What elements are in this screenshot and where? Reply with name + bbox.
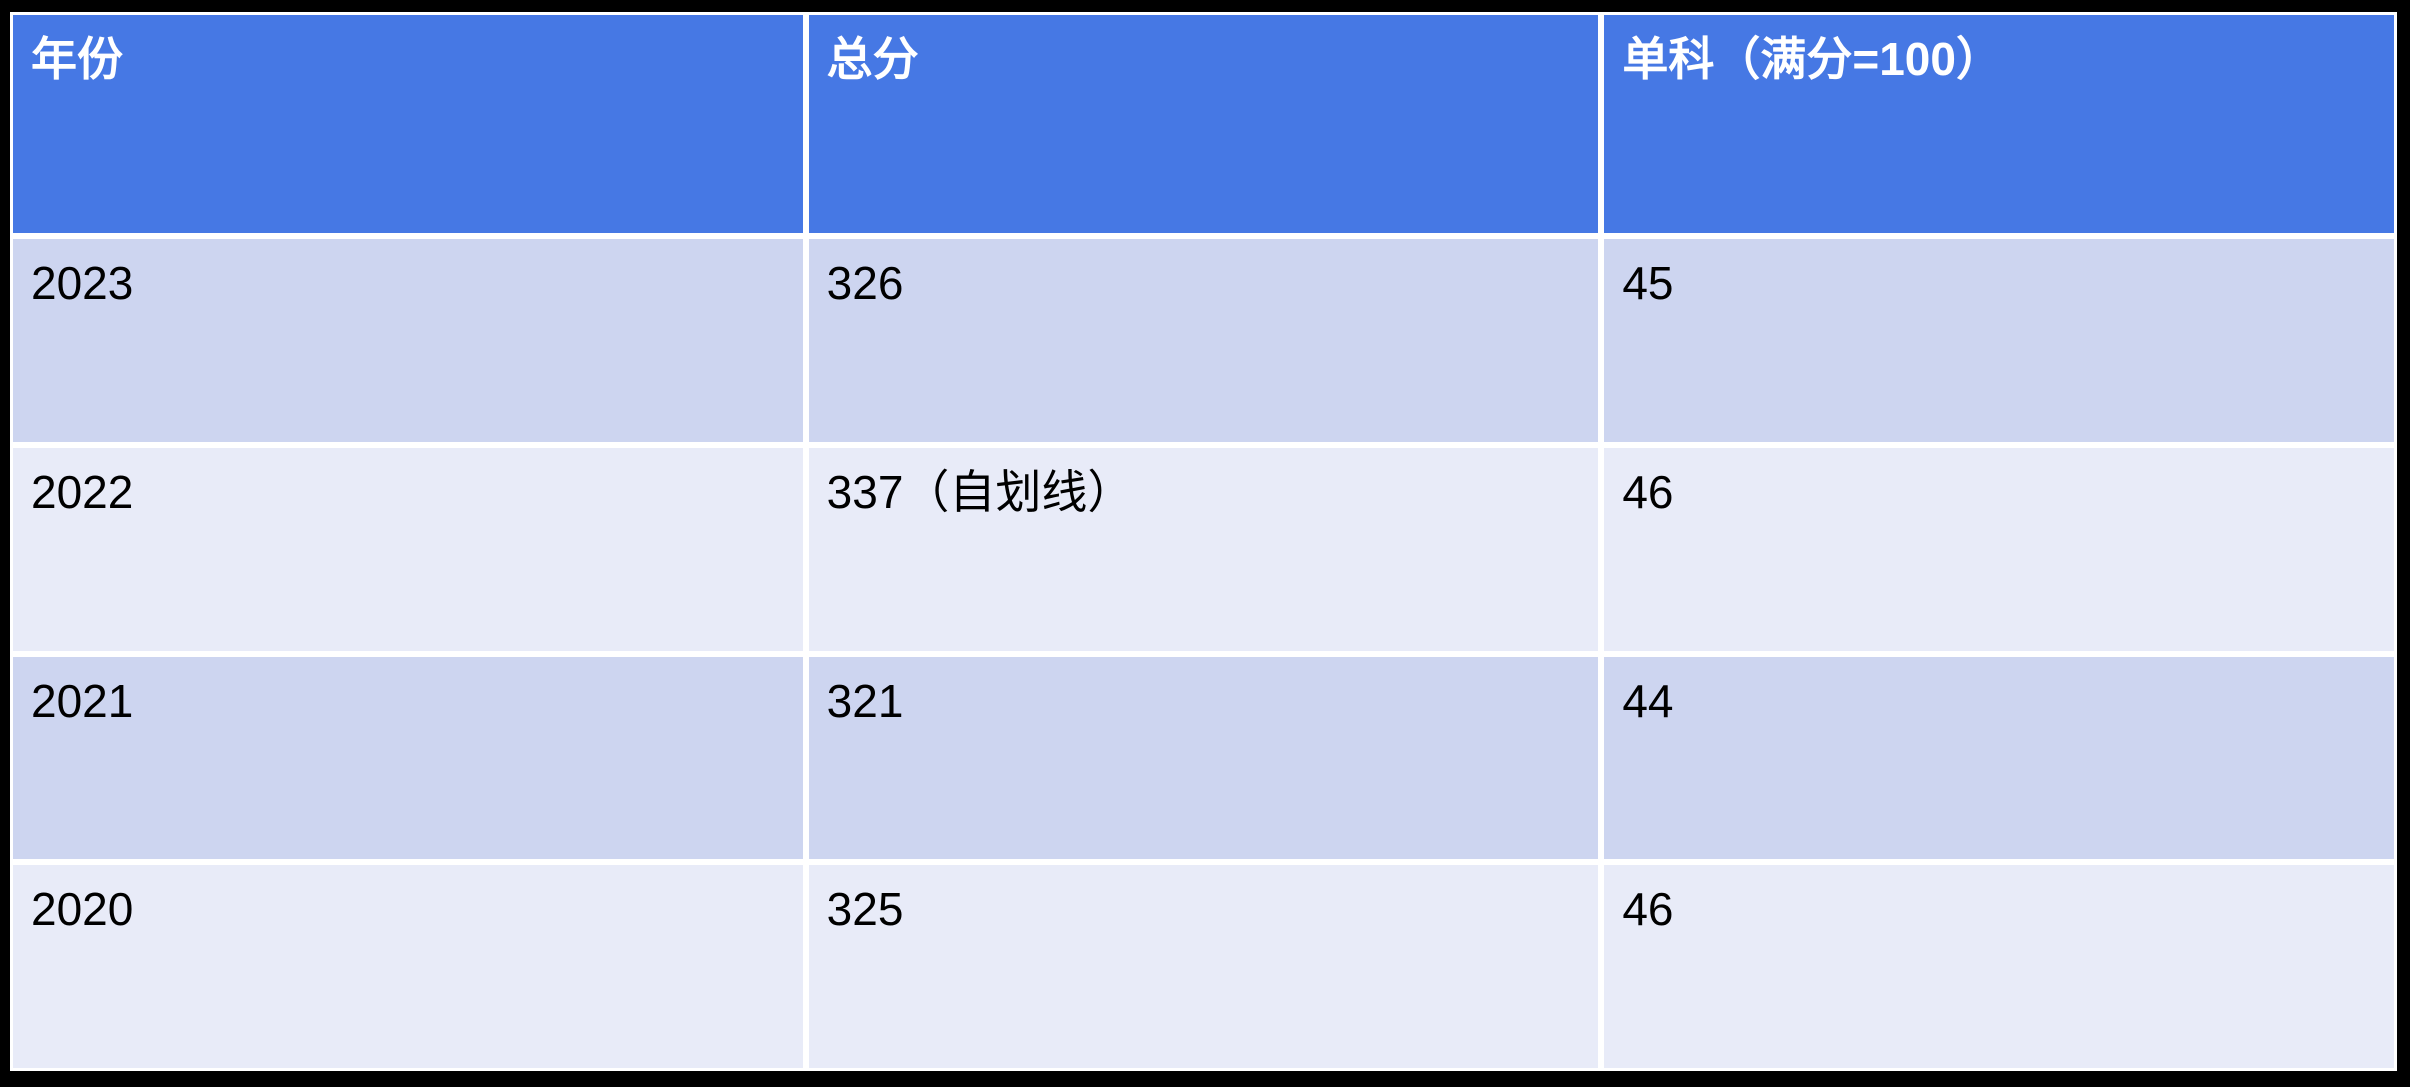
header-cell-total-score: 总分	[808, 15, 1599, 233]
cell-single-subject: 44	[1604, 656, 2394, 860]
header-cell-year: 年份	[13, 15, 803, 233]
table-row-2022: 2022 337（自划线） 46	[13, 447, 2394, 651]
cell-total-score: 321	[808, 656, 1599, 860]
cell-year: 2022	[13, 447, 803, 651]
cell-total-score: 325	[808, 865, 1599, 1068]
cell-year: 2021	[13, 656, 803, 860]
cell-year: 2023	[13, 239, 803, 442]
table-row-2020: 2020 325 46	[13, 865, 2394, 1068]
cell-single-subject: 46	[1604, 447, 2394, 651]
cell-year: 2020	[13, 865, 803, 1068]
cell-single-subject: 46	[1604, 865, 2394, 1068]
table-header-row: 年份 总分 单科（满分=100）	[13, 15, 2394, 233]
score-table: 年份 总分 单科（满分=100） 2023 326 45 2022 337（自划…	[10, 12, 2397, 1071]
cell-total-score: 337（自划线）	[808, 447, 1599, 651]
table-row-2023: 2023 326 45	[13, 239, 2394, 442]
header-cell-single-subject: 单科（满分=100）	[1604, 15, 2394, 233]
table-row-2021: 2021 321 44	[13, 656, 2394, 860]
cell-single-subject: 45	[1604, 239, 2394, 442]
cell-total-score: 326	[808, 239, 1599, 442]
